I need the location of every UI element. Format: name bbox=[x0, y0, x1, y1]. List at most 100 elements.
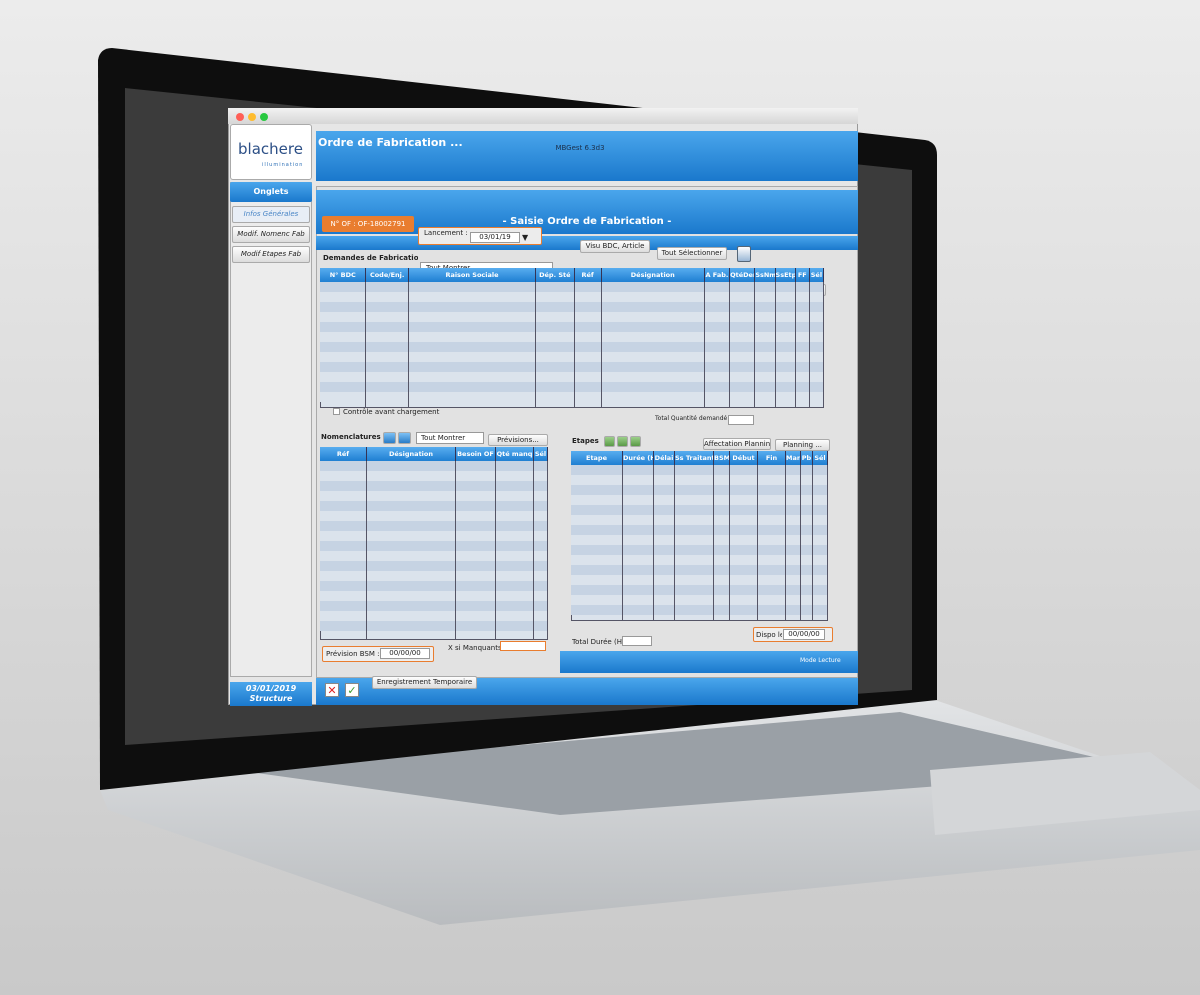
sidebar-tab[interactable]: Infos Générales bbox=[232, 206, 310, 223]
table-row bbox=[320, 491, 548, 501]
table-row bbox=[320, 621, 548, 631]
nomenclatures-filter[interactable]: Tout Montrer bbox=[416, 432, 484, 444]
table-row bbox=[320, 342, 824, 352]
window-control[interactable] bbox=[260, 113, 268, 121]
table-row bbox=[320, 282, 824, 292]
column-divider bbox=[409, 282, 537, 408]
column-divider bbox=[675, 465, 714, 621]
demandes-label: Demandes de Fabrication bbox=[323, 254, 418, 262]
table-row bbox=[571, 525, 828, 535]
column-header[interactable]: Man bbox=[786, 451, 801, 465]
column-header[interactable]: Sél bbox=[534, 447, 548, 461]
tool-icon[interactable] bbox=[630, 436, 641, 447]
column-header[interactable]: Désignation bbox=[367, 447, 456, 461]
table-row bbox=[320, 322, 824, 332]
check-box[interactable] bbox=[333, 408, 340, 415]
title-bar bbox=[228, 108, 858, 124]
column-header[interactable]: QtéDem bbox=[730, 268, 756, 282]
total-qty-label: Total Quantité demandée : bbox=[655, 415, 727, 422]
column-divider bbox=[367, 461, 456, 640]
column-divider bbox=[575, 282, 602, 408]
tool-icon[interactable] bbox=[398, 432, 411, 444]
column-header[interactable]: Durée (H) bbox=[623, 451, 654, 465]
table-row bbox=[571, 595, 828, 605]
button[interactable]: Prévisions... bbox=[488, 434, 548, 446]
sidebar-tab[interactable]: Modif Etapes Fab bbox=[232, 246, 310, 263]
total-qty-field bbox=[728, 415, 754, 425]
missing-label: X si Manquants : bbox=[448, 644, 500, 652]
column-header[interactable]: Sél bbox=[813, 451, 828, 465]
tool-icon[interactable] bbox=[383, 432, 396, 444]
column-header[interactable]: Début bbox=[730, 451, 758, 465]
column-header[interactable]: N° BDC bbox=[320, 268, 367, 282]
tool-icon[interactable] bbox=[604, 436, 615, 447]
button[interactable]: Affectation Planning bbox=[703, 438, 771, 450]
sidebar bbox=[230, 182, 312, 677]
mode-label[interactable]: Mode Lecture bbox=[800, 657, 841, 664]
header-title: Ordre de Fabrication ... bbox=[318, 136, 463, 149]
window-control[interactable] bbox=[236, 113, 244, 121]
launch-arrow: ▼ bbox=[522, 233, 529, 242]
trackpad bbox=[930, 752, 1200, 835]
column-header[interactable]: FF bbox=[795, 268, 810, 282]
sidebar-footer bbox=[230, 682, 312, 706]
logo-tagline: illumination bbox=[262, 162, 304, 168]
column-header[interactable]: Pb bbox=[801, 451, 813, 465]
column-header[interactable]: Code/Enj. bbox=[366, 268, 409, 282]
button[interactable]: Planning ... bbox=[775, 439, 830, 451]
column-header[interactable]: SsNm bbox=[755, 268, 776, 282]
column-header[interactable]: A Fab. bbox=[704, 268, 731, 282]
table-row bbox=[320, 581, 548, 591]
launch-date[interactable]: 03/01/19 bbox=[470, 232, 520, 243]
table-row bbox=[320, 591, 548, 601]
window-control[interactable] bbox=[248, 113, 256, 121]
column-header[interactable]: Dép. Sté bbox=[536, 268, 575, 282]
dispo-date[interactable]: 00/00/00 bbox=[783, 629, 825, 640]
column-header[interactable]: SsEtp bbox=[775, 268, 796, 282]
column-header[interactable]: Fin bbox=[758, 451, 786, 465]
prevision-date[interactable]: 00/00/00 bbox=[380, 648, 430, 659]
table-row bbox=[320, 372, 824, 382]
column-header[interactable]: Désignation bbox=[601, 268, 705, 282]
column-header[interactable]: Délai bbox=[654, 451, 675, 465]
table-row bbox=[320, 481, 548, 491]
table-row bbox=[571, 605, 828, 615]
table-row bbox=[320, 292, 824, 302]
cancel-button[interactable]: ✕ bbox=[325, 683, 339, 697]
table-row bbox=[571, 555, 828, 565]
column-divider bbox=[534, 461, 548, 640]
table-row bbox=[320, 611, 548, 621]
save-button[interactable]: Enregistrement Temporaire bbox=[372, 676, 477, 689]
column-header[interactable]: Raison Sociale bbox=[408, 268, 537, 282]
logo-box bbox=[230, 124, 312, 180]
table-row bbox=[320, 551, 548, 561]
column-divider bbox=[796, 282, 810, 408]
nomenclatures-label: Nomenclatures : bbox=[321, 433, 383, 441]
column-divider bbox=[320, 282, 367, 408]
column-divider bbox=[755, 282, 776, 408]
button[interactable]: Visu BDC, Article bbox=[580, 240, 650, 253]
form-title: - Saisie Ordre de Fabrication - bbox=[502, 216, 672, 227]
column-header[interactable]: Etape bbox=[571, 451, 623, 465]
tool-icon[interactable] bbox=[617, 436, 628, 447]
etapes-label: Etapes : bbox=[572, 437, 602, 445]
print-icon[interactable] bbox=[737, 246, 751, 262]
column-divider bbox=[714, 465, 730, 621]
column-header[interactable]: Réf bbox=[320, 447, 367, 461]
column-header[interactable]: Sél bbox=[809, 268, 824, 282]
sidebar-tab[interactable]: Modif. Nomenc Fab bbox=[232, 226, 310, 243]
column-divider bbox=[366, 282, 409, 408]
column-header[interactable]: BSM bbox=[714, 451, 730, 465]
table-row bbox=[320, 531, 548, 541]
column-header[interactable]: Besoin OF bbox=[456, 447, 496, 461]
column-header[interactable]: Réf bbox=[574, 268, 602, 282]
dispo-label: Dispo le : bbox=[756, 631, 782, 639]
validate-button[interactable]: ✓ bbox=[345, 683, 359, 697]
column-divider bbox=[810, 282, 824, 408]
column-header[interactable]: Qté manq bbox=[496, 447, 534, 461]
button[interactable]: Tout Sélectionner bbox=[657, 247, 727, 260]
column-header[interactable]: Ss Traitant bbox=[675, 451, 714, 465]
missing-field[interactable] bbox=[500, 641, 546, 651]
column-divider bbox=[730, 465, 758, 621]
